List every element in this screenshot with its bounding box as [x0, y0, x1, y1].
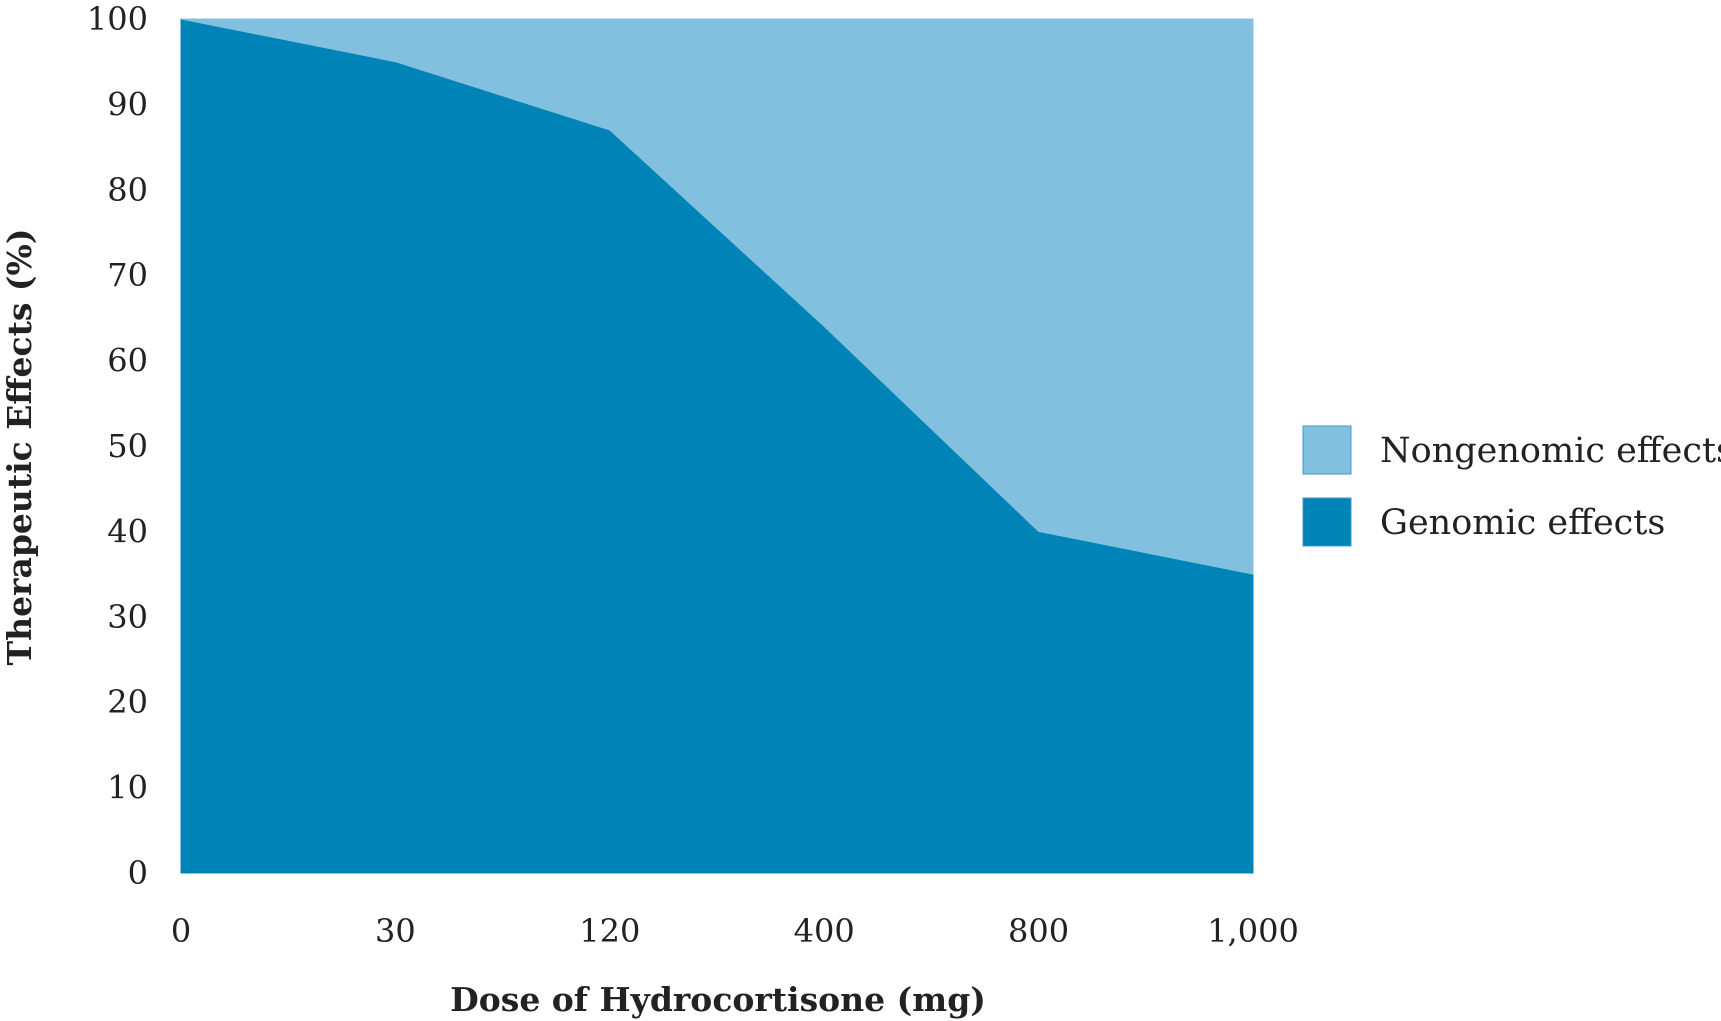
y-tick-label: 0: [128, 854, 148, 892]
area-nongenomic-effects: [180, 18, 1254, 575]
x-tick-label: 800: [1008, 912, 1069, 950]
x-axis-title: Dose of Hydrocortisone (mg): [450, 980, 986, 1019]
legend: Nongenomic effects Genomic effects: [1302, 425, 1721, 547]
y-axis-ticks: 0 10 20 30 40 50 60 70 80 90 100: [87, 0, 148, 892]
y-tick-label: 70: [107, 256, 148, 294]
x-tick-label: 0: [171, 912, 191, 950]
y-axis-title: Therapeutic Effects (%): [0, 229, 39, 666]
x-tick-label: 400: [794, 912, 855, 950]
legend-label-genomic-effects: Genomic effects: [1380, 503, 1665, 543]
legend-swatch-genomic-effects: [1302, 497, 1352, 547]
x-tick-label: 30: [375, 912, 416, 950]
y-tick-label: 20: [107, 683, 148, 721]
y-tick-label: 10: [107, 769, 148, 807]
y-tick-label: 100: [87, 0, 148, 38]
legend-label-nongenomic-effects: Nongenomic effects: [1380, 431, 1721, 471]
x-tick-label: 1,000: [1207, 912, 1299, 950]
x-axis-ticks: 0 30 120 400 800 1,000: [171, 912, 1299, 950]
x-tick-label: 120: [579, 912, 640, 950]
y-tick-label: 60: [107, 342, 148, 380]
y-tick-label: 90: [107, 85, 148, 123]
y-tick-label: 40: [107, 512, 148, 550]
y-tick-label: 50: [107, 427, 148, 465]
y-tick-label: 80: [107, 171, 148, 209]
y-tick-label: 30: [107, 598, 148, 636]
plot-area: [180, 18, 1254, 874]
legend-swatch-nongenomic-effects: [1302, 425, 1352, 475]
